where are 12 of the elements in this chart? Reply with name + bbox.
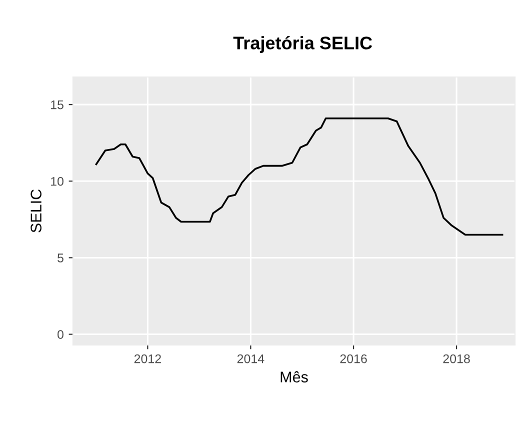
x-axis-title: Mês: [280, 371, 308, 382]
chart-title: Trajetória SELIC: [233, 36, 372, 53]
y-axis-title: SELIC: [30, 190, 42, 232]
x-tick-label: 2016: [340, 354, 367, 364]
y-tick-label: 10: [51, 176, 64, 186]
x-tick-label: 2014: [237, 354, 264, 364]
x-tick-label: 2018: [443, 354, 470, 364]
y-tick-label: 0: [58, 330, 64, 339]
x-tick-label: 2012: [134, 354, 161, 364]
y-tick-label: 15: [51, 100, 64, 110]
y-tick-label: 5: [58, 254, 64, 262]
line-series: [95, 117, 504, 236]
